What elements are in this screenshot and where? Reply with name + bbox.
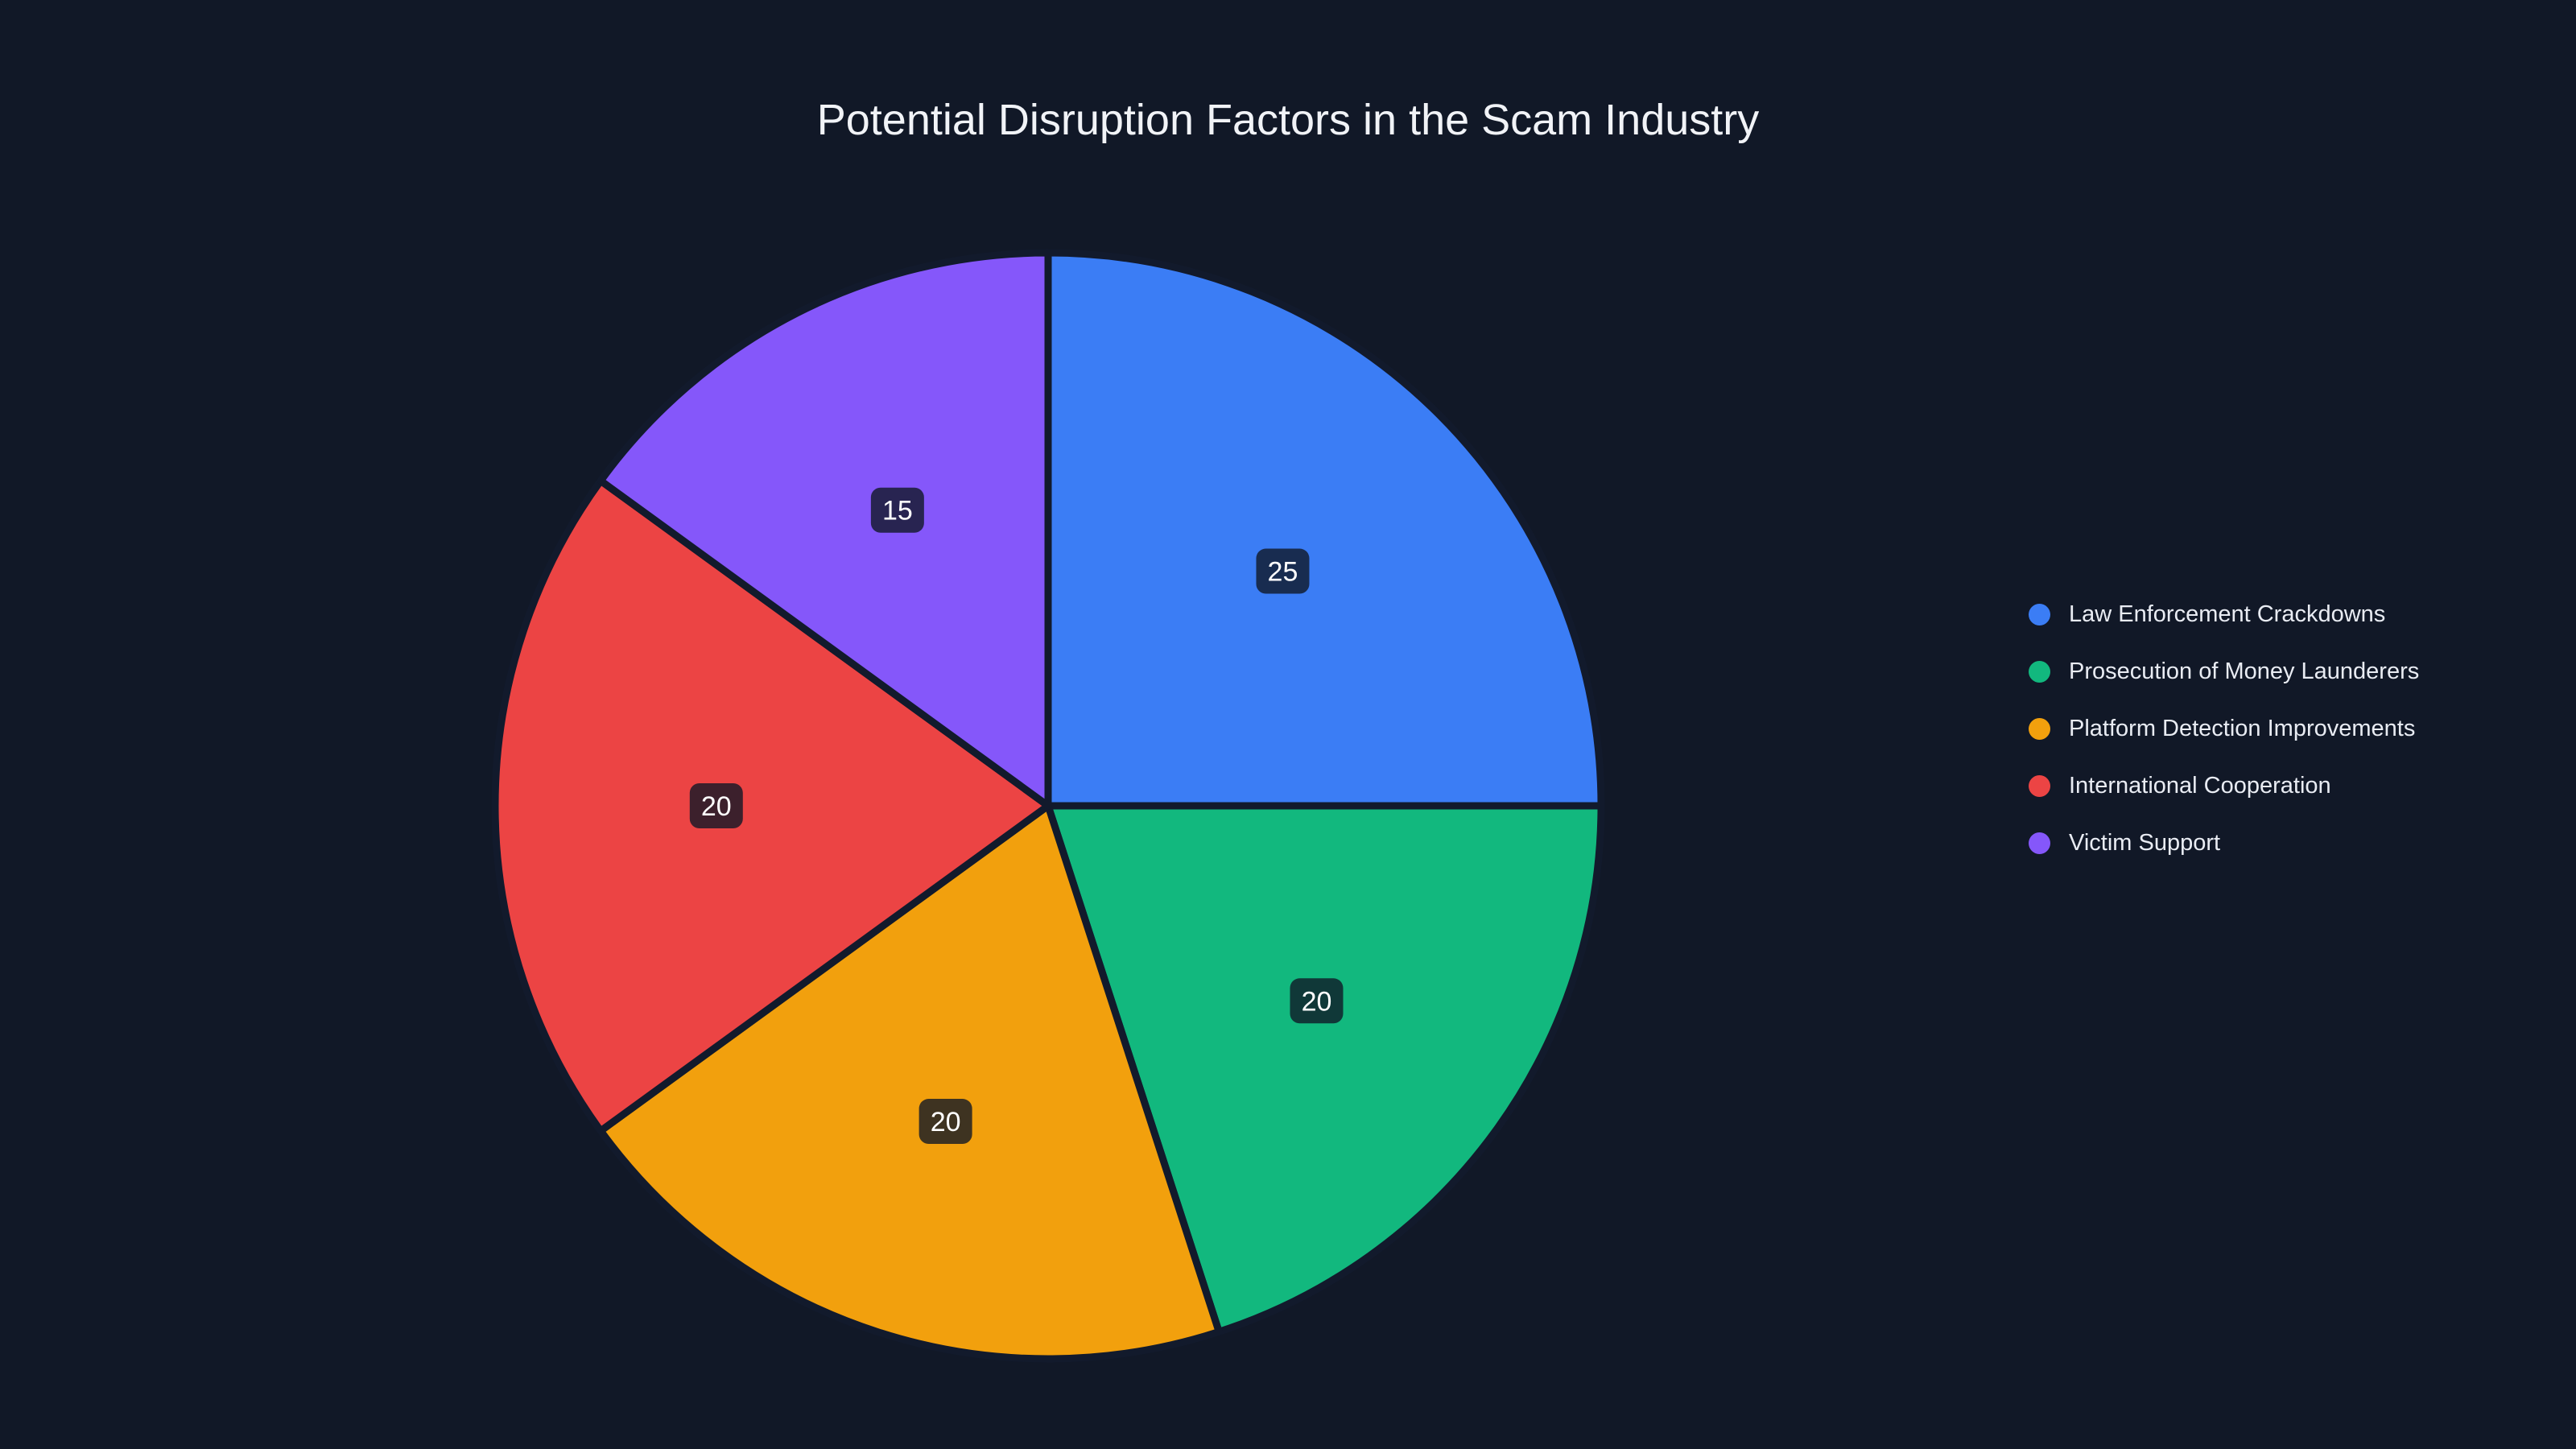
legend-item[interactable]: Law Enforcement Crackdowns <box>2029 586 2419 643</box>
slice-value-label: 20 <box>919 1099 972 1145</box>
pie-slice[interactable] <box>597 802 1223 1363</box>
slice-label-text: 20 <box>1302 986 1332 1017</box>
pie-slice[interactable] <box>1044 802 1605 1335</box>
pie-slice[interactable] <box>491 477 1052 1135</box>
slice-label-text: 25 <box>1268 557 1298 588</box>
legend-swatch-icon <box>2029 604 2050 625</box>
legend-item[interactable]: Platform Detection Improvements <box>2029 700 2419 758</box>
pie-slice[interactable] <box>597 249 1052 810</box>
slice-label-background <box>870 487 924 533</box>
slice-value-label: 15 <box>870 487 924 533</box>
slice-value-label: 25 <box>1256 548 1310 594</box>
slice-label-text: 20 <box>701 791 732 822</box>
legend-item[interactable]: Prosecution of Money Launderers <box>2029 643 2419 700</box>
legend-item[interactable]: Victim Support <box>2029 815 2419 872</box>
legend-item-label: Victim Support <box>2069 830 2221 856</box>
legend-swatch-icon <box>2029 661 2050 683</box>
chart-legend: Law Enforcement Crackdowns Prosecution of… <box>2029 586 2419 872</box>
slice-label-text: 15 <box>882 496 913 526</box>
legend-item-label: Prosecution of Money Launderers <box>2069 658 2420 684</box>
slice-label-background <box>689 783 743 828</box>
chart-title-wrap: Potential Disruption Factors in the Scam… <box>0 95 2576 145</box>
legend-swatch-icon <box>2029 718 2050 740</box>
page-title: Potential Disruption Factors in the Scam… <box>816 96 1760 144</box>
slice-label-text: 20 <box>931 1107 961 1137</box>
pie-slice[interactable] <box>1044 249 1605 810</box>
slice-label-background <box>1290 978 1344 1024</box>
legend-swatch-icon <box>2029 832 2050 854</box>
legend-swatch-icon <box>2029 775 2050 797</box>
slice-label-background <box>1256 548 1310 594</box>
legend-item[interactable]: International Cooperation <box>2029 758 2419 815</box>
slice-value-label: 20 <box>1290 978 1344 1024</box>
legend-item-label: International Cooperation <box>2069 773 2331 799</box>
legend-item-label: Law Enforcement Crackdowns <box>2069 601 2386 627</box>
slice-label-background <box>919 1099 972 1145</box>
slice-value-label: 20 <box>689 783 743 828</box>
legend-item-label: Platform Detection Improvements <box>2069 716 2416 741</box>
